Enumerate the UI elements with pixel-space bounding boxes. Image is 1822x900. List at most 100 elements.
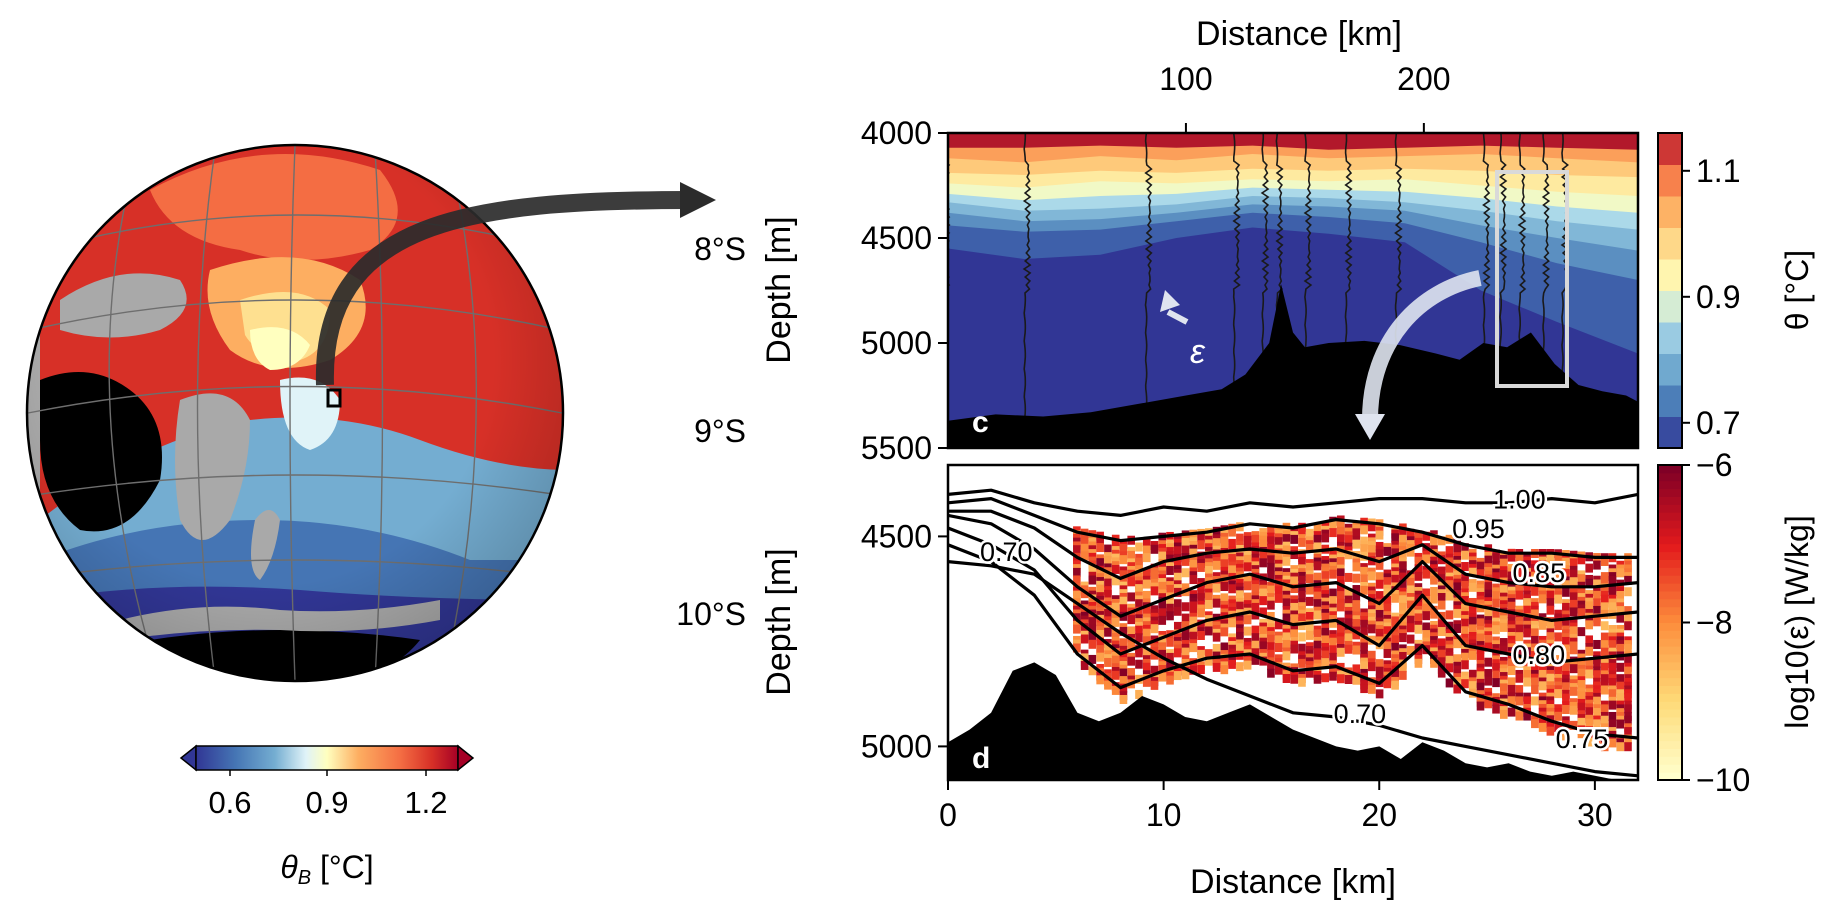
panel-d-colorbar-step — [1658, 740, 1682, 749]
panel-d-dissipation-cell — [1282, 556, 1291, 566]
panel-d-dissipation-cell — [1476, 671, 1485, 681]
panel-d-dissipation-cell — [1360, 585, 1368, 595]
panel-d-dissipation-cell — [1329, 618, 1337, 628]
panel-d-dissipation-cell — [1569, 569, 1578, 579]
panel-d-dissipation-cell — [1577, 608, 1586, 618]
panel-d-dissipation-cell — [1313, 640, 1322, 650]
panel-d-isotherm-label: 1.00 — [1493, 485, 1546, 515]
panel-c-cast-profile — [1022, 133, 1032, 446]
panel-d-dissipation-cell — [1096, 558, 1104, 568]
panel-d-dissipation-cell — [1562, 704, 1570, 714]
panel-d-dissipation-cell — [1476, 633, 1485, 643]
panel-d-dissipation-cell — [1282, 651, 1291, 661]
panel-d-dissipation-cell — [1608, 640, 1617, 650]
panel-d-dissipation-cell — [1600, 685, 1609, 695]
panel-d-dissipation-cell — [1135, 542, 1143, 552]
panel-d-dissipation-cell — [1142, 568, 1151, 578]
panel-d-dissipation-cell — [1461, 660, 1469, 670]
panel-d-colorbar-tick-label: −6 — [1696, 447, 1732, 483]
panel-d-dissipation-cell — [1562, 636, 1570, 646]
panel-d-colorbar-step — [1658, 480, 1682, 490]
panel-d-dissipation-cell — [1437, 593, 1446, 603]
panel-d-isotherm — [948, 513, 1638, 622]
panel-d-dissipation-cell — [1197, 649, 1205, 659]
panel-d-dissipation-cell — [1189, 575, 1198, 585]
globe-colorbar-tick: 0.9 — [305, 785, 348, 820]
panel-d-dissipation-cell — [1352, 619, 1361, 629]
panel-d-dissipation-cell — [1616, 674, 1625, 684]
panel-d-dissipation-cell — [1515, 567, 1524, 577]
panel-d-dissipation-cell — [1531, 586, 1539, 596]
panel-d-dissipation-cell — [1391, 616, 1399, 626]
panel-d-dissipation-cell — [1243, 615, 1252, 625]
panel-d-dissipation-cell — [1515, 711, 1524, 721]
panel-d-dissipation-cell — [1344, 675, 1353, 684]
panel-d-dissipation-cell — [1205, 592, 1213, 602]
panel-d-dissipation-cell — [1321, 658, 1330, 668]
panel-d-dissipation-cell — [1383, 648, 1392, 658]
panel-d-dissipation-cell — [1500, 622, 1508, 632]
panel-d-dissipation-cell — [1554, 632, 1562, 642]
panel-d-dissipation-cell — [1251, 655, 1260, 665]
panel-d-dissipation-cell — [1453, 684, 1462, 694]
panel-d-dissipation-cell — [1569, 599, 1578, 609]
panel-d-dissipation-cell — [1236, 601, 1244, 611]
panel-d-dissipation-cell — [1321, 533, 1330, 543]
panel-d-dissipation-cell — [1484, 555, 1493, 565]
panel-d-dissipation-cell — [1150, 624, 1159, 634]
panel-d-dissipation-cell — [1205, 626, 1213, 636]
panel-d-dissipation-cell — [1585, 620, 1593, 630]
panel-d-dissipation-cell — [1399, 534, 1407, 544]
panel-d-dissipation-cell — [1212, 644, 1221, 654]
panel-d-dissipation-cell — [1406, 615, 1415, 625]
panel-d-dissipation-cell — [1298, 575, 1306, 585]
panel-d-dissipation-cell — [1166, 565, 1174, 575]
panel-d-dissipation-cell — [1593, 605, 1601, 615]
panel-d-dissipation-cell — [1600, 674, 1609, 684]
panel-d-dissipation-cell — [1577, 680, 1586, 690]
panel-d-dissipation-cell — [1562, 693, 1570, 703]
panel-d-dissipation-cell — [1251, 584, 1260, 594]
panel-d-dissipation-cell — [1616, 606, 1625, 616]
panel-d-dissipation-cell — [1197, 532, 1205, 542]
panel-d-dissipation-cell — [1158, 600, 1167, 610]
panel-d-dissipation-cell — [1352, 664, 1361, 674]
panel-d-dissipation-cell — [1181, 545, 1190, 555]
panel-d-dissipation-cell — [1507, 696, 1516, 706]
panel-d-dissipation-cell — [1554, 666, 1562, 676]
panel-d-dissipation-cell — [1158, 672, 1167, 682]
lat-label: 8°S — [694, 231, 746, 267]
panel-c-colorbar-level — [1658, 196, 1682, 228]
panel-c-colorbar-level — [1658, 385, 1682, 417]
panel-d-dissipation-cell — [1336, 526, 1345, 536]
panel-d-dissipation-cell — [1492, 598, 1500, 608]
panel-d-dissipation-cell — [1600, 727, 1609, 737]
panel-d-dissipation-cell — [1484, 642, 1493, 652]
panel-d-dissipation-cell — [1298, 658, 1306, 668]
panel-c-frame — [946, 131, 1640, 450]
panel-d-dissipation-cell — [1259, 588, 1267, 598]
panel-d-dissipation-cell — [1468, 605, 1477, 615]
panel-d-dissipation-cell — [1593, 560, 1601, 570]
panel-d-dissipation-cell — [1181, 632, 1190, 642]
panel-d-dissipation-cell — [1554, 689, 1562, 699]
panel-d-dissipation-cell — [1600, 662, 1609, 672]
panel-d-dissipation-cell — [1624, 704, 1632, 714]
panel-d-dissipation-cell — [1383, 596, 1392, 606]
panel-d-dissipation-cell — [1523, 583, 1531, 593]
panel-d-dissipation-cell — [1608, 677, 1617, 687]
panel-d-dissipation-cell — [1189, 559, 1198, 569]
panel-d-dissipation-cell — [1608, 602, 1617, 612]
panel-d-dissipation-cell — [1119, 570, 1128, 580]
panel-d-dissipation-cell — [1468, 582, 1477, 592]
panel-d-dissipation-cell — [1119, 596, 1128, 606]
panel-d-dissipation-cell — [1375, 659, 1384, 669]
panel-d-dissipation-cell — [1437, 649, 1446, 659]
panel-d-dissipation-cell — [1305, 585, 1314, 595]
panel-d-dissipation-cell — [1476, 652, 1485, 662]
panel-d-dissipation-cell — [1197, 630, 1205, 640]
panel-d-dissipation-cell — [1251, 633, 1260, 643]
panel-d-colorbar-step — [1658, 661, 1682, 671]
panel-d-dissipation-cell — [1313, 591, 1322, 601]
panel-d-isotherm — [948, 497, 1638, 559]
